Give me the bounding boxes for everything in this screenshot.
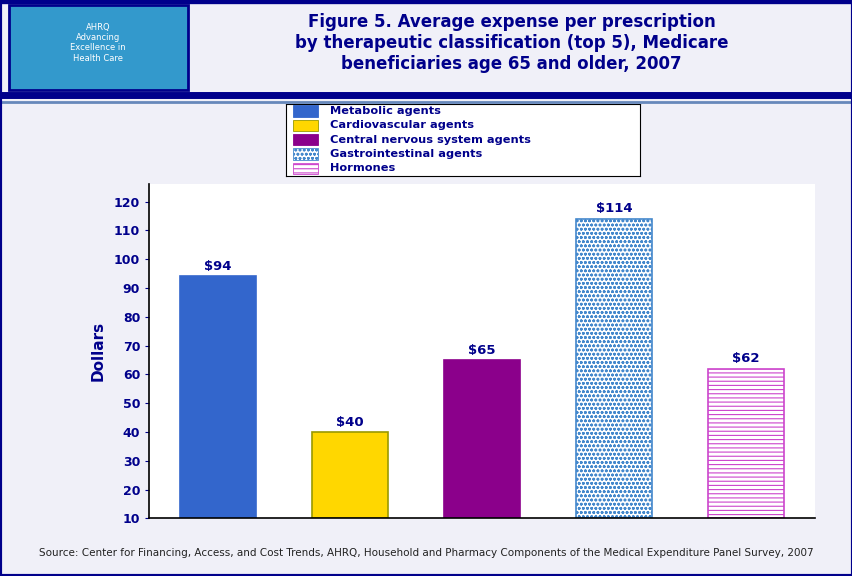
Bar — [311, 432, 388, 518]
Text: $65: $65 — [468, 343, 495, 357]
Bar — [292, 134, 317, 146]
Text: Source: Center for Financing, Access, and Cost Trends, AHRQ, Household and Pharm: Source: Center for Financing, Access, an… — [39, 548, 813, 558]
Text: Figure 5. Average expense per prescription
by therapeutic classification (top 5): Figure 5. Average expense per prescripti… — [295, 13, 728, 73]
Bar — [292, 105, 317, 116]
Text: $62: $62 — [732, 352, 759, 365]
Bar — [9, 5, 187, 90]
Text: AHRQ
Advancing
Excellence in
Health Care: AHRQ Advancing Excellence in Health Care — [70, 22, 126, 63]
Text: Hormones: Hormones — [330, 164, 394, 173]
Bar — [443, 360, 520, 518]
Text: Central nervous system agents: Central nervous system agents — [330, 135, 530, 145]
Bar — [292, 163, 317, 175]
Bar — [292, 149, 317, 160]
Bar — [179, 276, 256, 518]
Bar — [292, 120, 317, 131]
Y-axis label: Dollars: Dollars — [90, 321, 106, 381]
Text: $40: $40 — [336, 415, 363, 429]
Text: $114: $114 — [595, 202, 631, 215]
Text: Metabolic agents: Metabolic agents — [330, 106, 440, 116]
Text: $94: $94 — [204, 260, 231, 273]
Bar — [575, 219, 652, 518]
Bar — [707, 369, 784, 518]
Text: Cardiovascular agents: Cardiovascular agents — [330, 120, 474, 130]
Text: Gastrointestinal agents: Gastrointestinal agents — [330, 149, 481, 159]
